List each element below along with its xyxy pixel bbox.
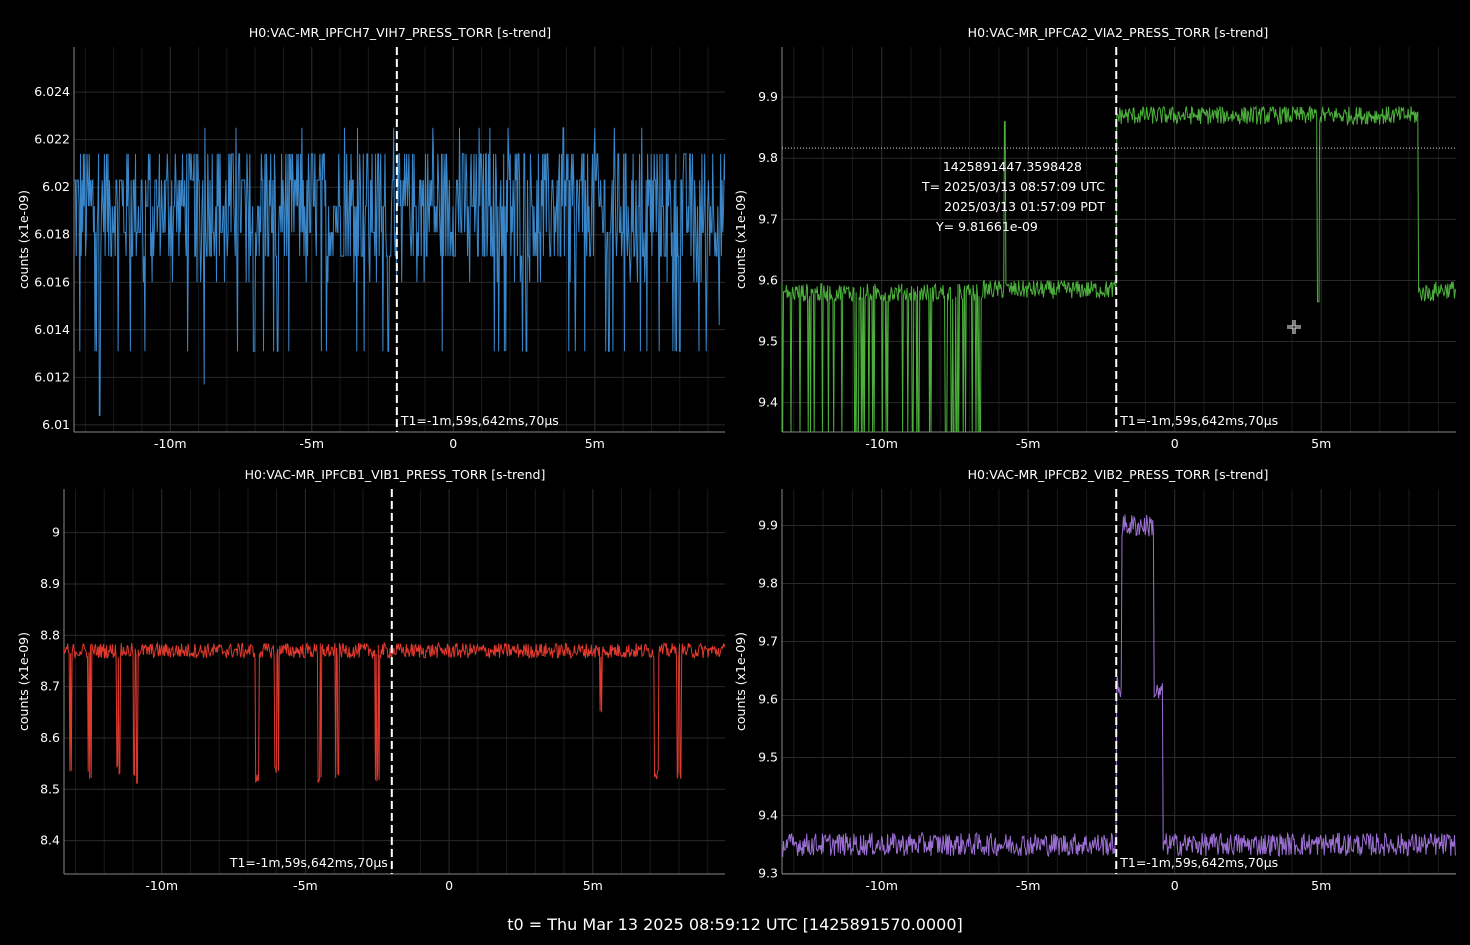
y-tick-label: 8.5 [40, 781, 60, 796]
x-tick-label: -10m [154, 436, 187, 451]
series-line [74, 127, 725, 416]
y-tick-label: 6.01 [42, 417, 70, 432]
x-tick-label: 0 [1171, 878, 1179, 893]
y-tick-label: 6.016 [34, 274, 70, 289]
chart-title: H0:VAC-MR_IPFCB1_VIB1_PRESS_TORR [s-tren… [245, 467, 546, 482]
y-tick-label: 6.02 [42, 179, 70, 194]
y-tick-label: 8.6 [40, 730, 60, 745]
y-tick-label: 9.9 [758, 89, 778, 104]
y-tick-label: 6.014 [34, 322, 70, 337]
footer-t0: t0 = Thu Mar 13 2025 08:59:12 UTC [14258… [507, 915, 963, 934]
cursor-label: T1=-1m,59s,642ms,70µs [400, 413, 559, 428]
cursor-label: T1=-1m,59s,642ms,70µs [1119, 855, 1278, 870]
y-tick-label: 8.4 [40, 833, 60, 848]
readout-pdt: 2025/03/13 01:57:09 PDT [944, 199, 1105, 214]
y-tick-label: 8.9 [40, 576, 60, 591]
y-tick-label: 9.6 [758, 691, 778, 706]
y-tick-label: 9.6 [758, 272, 778, 287]
x-tick-label: -10m [865, 878, 898, 893]
y-axis-label: counts (x1e-09) [16, 190, 31, 289]
y-tick-label: 9.4 [758, 807, 778, 822]
y-tick-label: 9.8 [758, 150, 778, 165]
panel-2: 9.4 9.5 9.6 9.7 9.8 9.9 -10m -5m 0 5m H0:VAC-MR_IP… [733, 25, 1456, 451]
y-tick-label: 6.022 [34, 132, 70, 147]
y-axis-label: counts (x1e-09) [733, 190, 748, 289]
x-tick-label: -10m [865, 436, 898, 451]
y-tick-label: 6.018 [34, 227, 70, 242]
y-tick-label: 9 [52, 525, 60, 540]
chart-title: H0:VAC-MR_IPFCH7_VIH7_PRESS_TORR [s-tren… [249, 25, 551, 40]
y-tick-label: 9.4 [758, 395, 778, 410]
y-tick-label: 9.7 [758, 633, 778, 648]
x-tick-label: 5m [1311, 436, 1331, 451]
mouse-crosshair-icon [1287, 320, 1301, 334]
y-tick-label: 8.8 [40, 627, 60, 642]
x-tick-label: -5m [299, 436, 324, 451]
x-tick-label: 0 [445, 878, 453, 893]
y-tick-label: 6.012 [34, 369, 70, 384]
x-tick-label: 5m [1311, 878, 1331, 893]
x-tick-label: 0 [1171, 436, 1179, 451]
readout-y: Y= 9.81661e-09 [935, 219, 1038, 234]
y-tick-label: 9.5 [758, 749, 778, 764]
x-tick-label: 5m [585, 436, 605, 451]
chart-title: H0:VAC-MR_IPFCB2_VIB2_PRESS_TORR [s-tren… [968, 467, 1269, 482]
y-tick-label: 9.3 [758, 865, 778, 880]
y-tick-label: 9.7 [758, 211, 778, 226]
x-tick-label: 0 [449, 436, 457, 451]
y-tick-label: 6.024 [34, 84, 70, 99]
chart-title: H0:VAC-MR_IPFCA2_VIA2_PRESS_TORR [s-tren… [968, 25, 1269, 40]
y-tick-label: 9.5 [758, 334, 778, 349]
x-tick-label: 5m [583, 878, 603, 893]
series-line [64, 641, 725, 785]
x-tick-label: -5m [293, 878, 318, 893]
panel-3: 8.4 8.5 8.6 8.7 8.8 8.9 9 -10m -5m 0 5m H0:VAC-MR_I… [16, 467, 725, 893]
series-line [782, 105, 1456, 432]
x-tick-label: -5m [1016, 878, 1041, 893]
cursor-label: T1=-1m,59s,642ms,70µs [1119, 413, 1278, 428]
readout-utc: T= 2025/03/13 08:57:09 UTC [921, 179, 1105, 194]
x-tick-label: -5m [1016, 436, 1041, 451]
panel-4: 9.3 9.4 9.5 9.6 9.7 9.8 9.9 -10m -5m 0 5m H0:VAC-MR… [733, 467, 1456, 893]
y-tick-label: 8.7 [40, 679, 60, 694]
y-axis-label: counts (x1e-09) [733, 632, 748, 731]
y-tick-label: 9.8 [758, 576, 778, 591]
y-axis-label: counts (x1e-09) [16, 632, 31, 731]
cursor-label: T1=-1m,59s,642ms,70µs [229, 855, 388, 870]
series-line [782, 514, 1456, 858]
panel-1: 6.01 6.012 6.014 6.016 6.018 6.02 6.022 6.024 -1… [16, 25, 725, 451]
y-tick-label: 9.9 [758, 518, 778, 533]
x-tick-label: -10m [145, 878, 178, 893]
readout-gps: 1425891447.3598428 [943, 159, 1082, 174]
